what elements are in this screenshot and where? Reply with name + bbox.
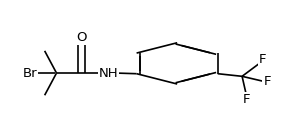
Text: Br: Br [23, 67, 37, 80]
Text: NH: NH [99, 67, 118, 80]
Text: F: F [243, 93, 250, 106]
Text: F: F [259, 53, 267, 66]
Text: O: O [77, 31, 87, 44]
Text: F: F [263, 75, 271, 88]
